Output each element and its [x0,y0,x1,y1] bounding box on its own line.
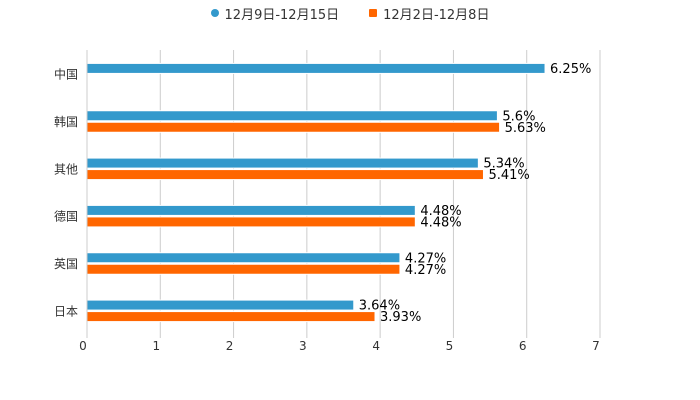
bar-s1-5 [86,299,355,311]
chart-legend: 12月9日-12月15日 12月2日-12月8日 [0,2,700,24]
bar-s1-0 [86,62,546,74]
legend-marker-series-1 [210,9,219,17]
x-tick-label-1: 1 [152,339,160,353]
category-label-0: 中国 [54,67,78,82]
data-label-s1-3: 4.48% [420,204,461,219]
category-label-5: 日本 [54,304,78,318]
bar-s1-4 [86,252,401,264]
x-tick-label-2: 2 [226,339,234,353]
x-tick-label-0: 0 [79,339,87,353]
data-label-s1-0: 6.25% [550,62,591,77]
category-label-2: 其他 [54,162,78,176]
data-label-s2-3: 4.48% [420,215,461,230]
data-label-s1-4: 4.27% [405,251,446,266]
bar-s2-4 [86,263,401,275]
data-label-s2-5: 3.93% [380,310,421,325]
legend-item-series-1[interactable]: 12月9日-12月15日 [210,4,340,23]
x-tick-label-4: 4 [372,339,380,353]
bar-s2-3 [86,216,416,228]
bar-s2-2 [86,169,484,181]
category-label-4: 英国 [54,257,78,271]
bar-s2-5 [86,311,376,323]
x-tick-label-6: 6 [519,339,527,353]
bar-s1-1 [86,110,498,122]
data-label-s2-2: 5.41% [488,168,529,183]
data-label-s1-5: 3.64% [359,299,400,314]
bar-s1-2 [86,157,479,169]
legend-label-series-2: 12月2日-12月8日 [383,7,490,23]
data-label-s2-1: 5.63% [505,121,546,136]
category-label-3: 德国 [54,209,78,224]
data-label-s1-1: 5.6% [502,109,535,124]
x-tick-label-3: 3 [299,339,307,353]
legend-marker-series-2 [369,9,378,17]
data-label-s1-2: 5.34% [483,157,524,172]
data-label-s2-4: 4.27% [405,263,446,278]
legend-label-series-1: 12月9日-12月15日 [224,7,340,23]
x-tick-label-5: 5 [446,339,454,353]
x-tick-label-7: 7 [592,339,600,353]
category-label-1: 韩国 [54,114,78,129]
bar-s1-3 [86,204,416,216]
legend-item-series-2[interactable]: 12月2日-12月8日 [369,4,489,23]
bar-s2-1 [86,121,501,133]
